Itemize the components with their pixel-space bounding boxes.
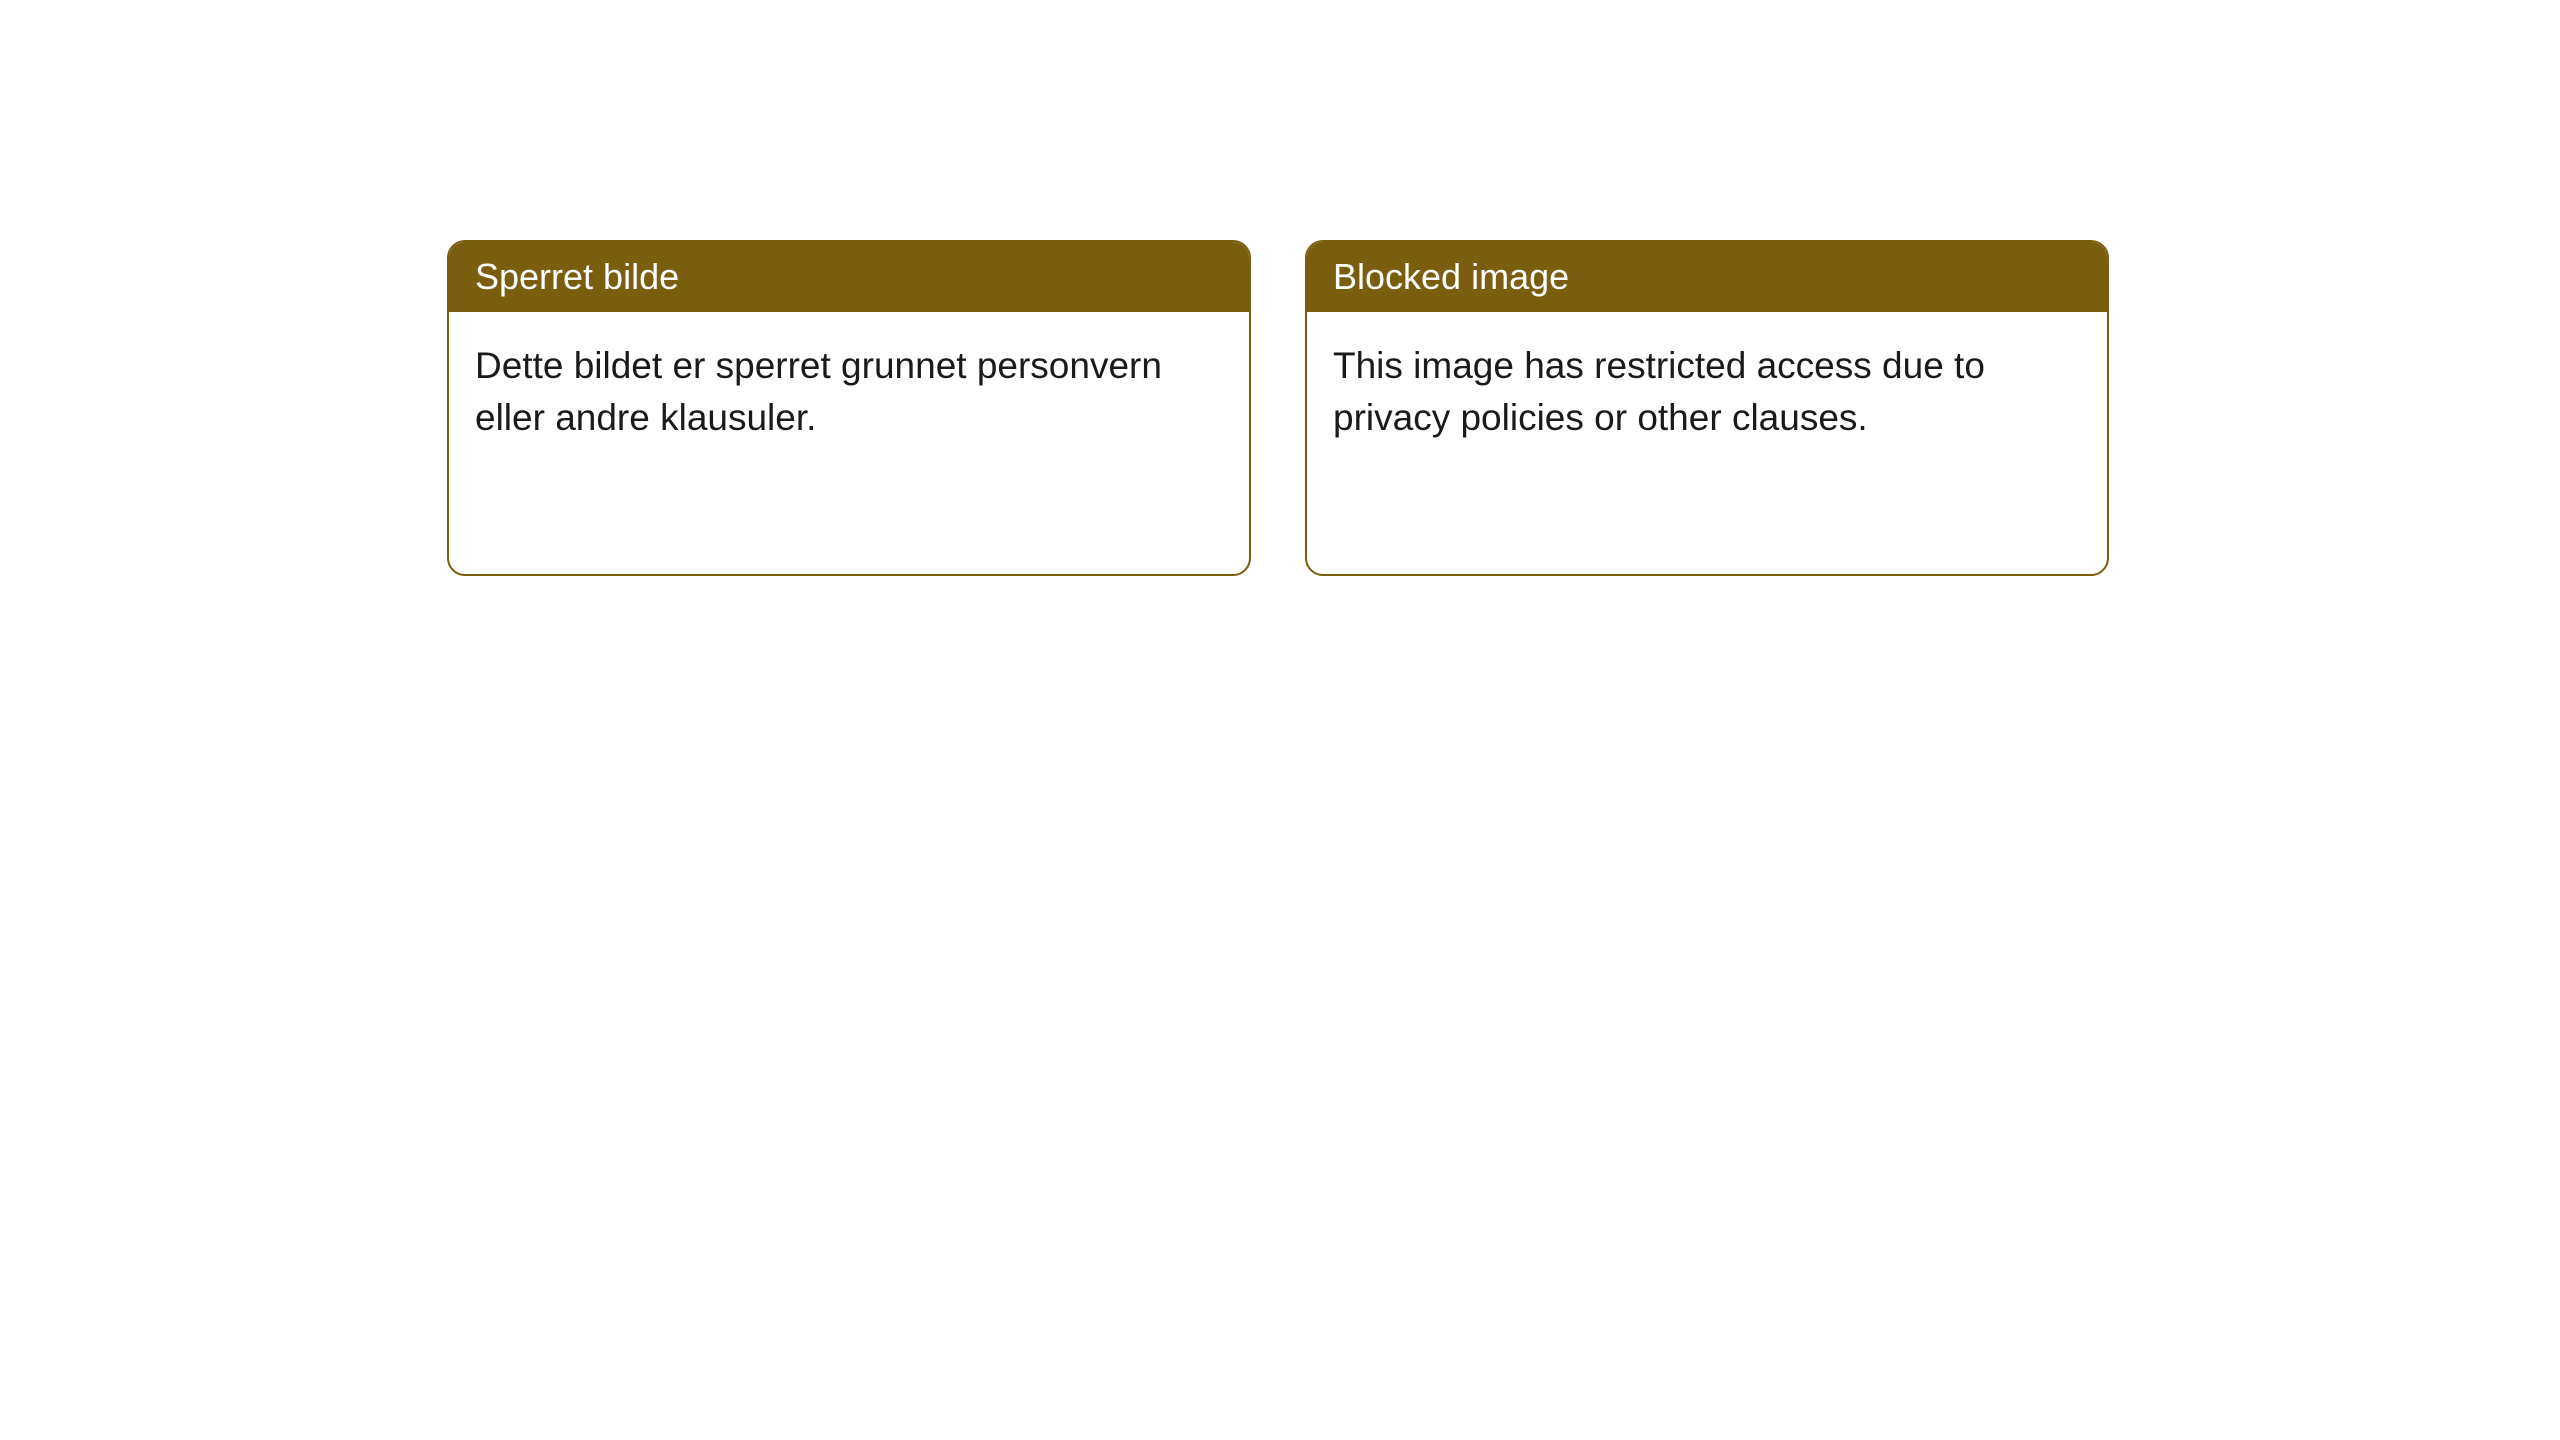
- notice-header: Blocked image: [1307, 242, 2107, 312]
- notice-header: Sperret bilde: [449, 242, 1249, 312]
- notice-body: This image has restricted access due to …: [1307, 312, 2107, 472]
- notice-body: Dette bildet er sperret grunnet personve…: [449, 312, 1249, 472]
- notices-container: Sperret bilde Dette bildet er sperret gr…: [447, 240, 2109, 576]
- notice-card-english: Blocked image This image has restricted …: [1305, 240, 2109, 576]
- notice-card-norwegian: Sperret bilde Dette bildet er sperret gr…: [447, 240, 1251, 576]
